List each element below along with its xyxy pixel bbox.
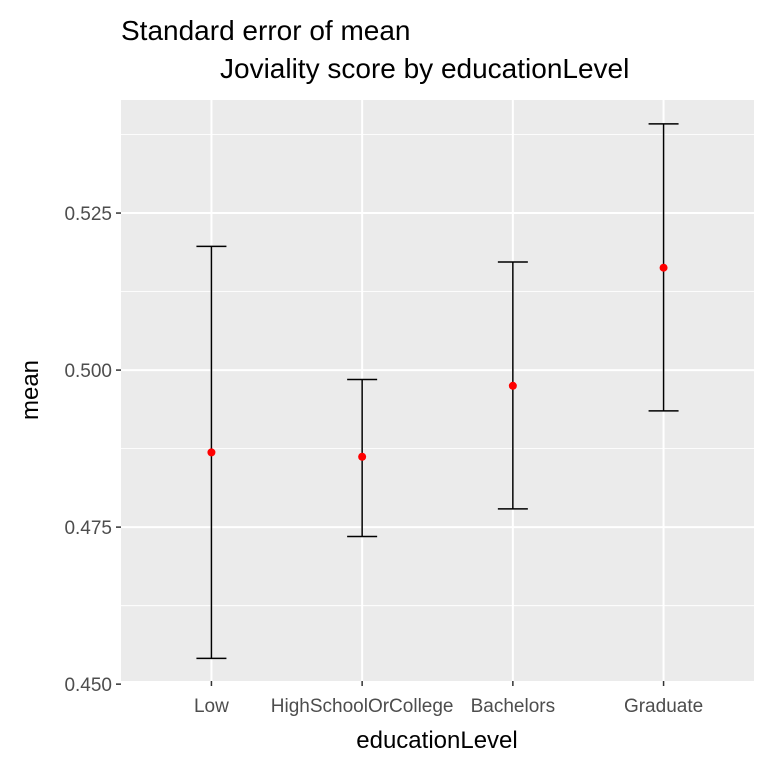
plot-panel [121, 100, 754, 681]
y-tick-label: 0.500 [64, 361, 112, 382]
x-tick-label: Bachelors [471, 696, 556, 717]
errorbar-group [347, 378, 378, 538]
y-tick-label: 0.475 [64, 518, 112, 539]
chart-subtitle: Joviality score by educationLevel [220, 53, 629, 84]
chart-title: Standard error of mean [121, 15, 411, 46]
y-axis-title: mean [17, 360, 44, 420]
y-tick-label: 0.525 [64, 204, 112, 225]
mean-point [659, 263, 668, 272]
grid-minor [121, 134, 754, 607]
x-tick-label: HighSchoolOrCollege [271, 696, 454, 717]
x-axis-title: educationLevel [356, 727, 517, 754]
mean-point [508, 381, 517, 390]
x-tick-label: Graduate [624, 696, 703, 717]
errorbar-group [497, 261, 528, 510]
x-tick-label: Low [194, 696, 229, 717]
mean-point [207, 448, 216, 457]
errorbar-group [196, 245, 227, 660]
chart-marks [196, 123, 679, 660]
y-tick-label: 0.450 [64, 675, 112, 696]
mean-point [358, 452, 367, 461]
y-axis: 0.450 0.475 0.500 0.525 [64, 204, 121, 696]
errorbar-group [648, 123, 679, 412]
x-axis: Low HighSchoolOrCollege Bachelors Graduate [194, 681, 703, 717]
